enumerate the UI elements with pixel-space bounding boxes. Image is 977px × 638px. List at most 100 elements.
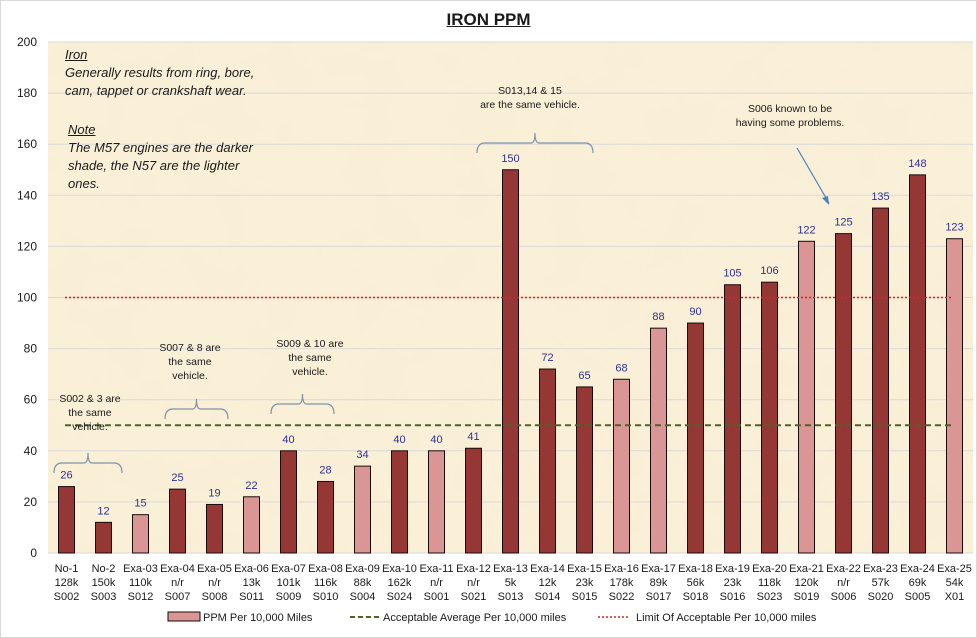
y-tick-label: 40 — [24, 444, 38, 458]
annotation-line: the same — [288, 352, 332, 364]
x-tick-miles: 110k — [129, 577, 153, 589]
x-tick-miles: 101k — [277, 577, 301, 589]
x-tick-label: Exa-08 — [308, 563, 343, 575]
x-tick-label: Exa-04 — [160, 563, 195, 575]
annotation-line: S009 & 10 are — [276, 338, 344, 350]
data-label: 65 — [578, 370, 590, 382]
x-tick-label: Exa-15 — [567, 563, 602, 575]
annotation-line: are the same vehicle. — [480, 99, 580, 111]
x-tick-miles: 128k — [55, 577, 79, 589]
engine-note-line: ones. — [68, 176, 100, 191]
x-tick-label: Exa-12 — [456, 563, 491, 575]
legend-label-average: Acceptable Average Per 10,000 miles — [383, 612, 567, 624]
x-tick-miles: 89k — [650, 577, 668, 589]
chart-title: IRON PPM — [0, 10, 977, 30]
x-tick-miles: n/r — [430, 577, 443, 589]
x-tick-sample: S015 — [572, 591, 598, 603]
bracket-s007 — [164, 398, 229, 420]
x-tick-label: Exa-25 — [937, 563, 972, 575]
x-tick-sample: S021 — [461, 591, 487, 603]
engine-note-line: shade, the N57 are the lighter — [68, 158, 240, 173]
data-label: 122 — [797, 224, 815, 236]
x-tick-label: Exa-11 — [419, 563, 453, 575]
legend-label-bars: PPM Per 10,000 Miles — [203, 612, 313, 624]
x-tick-label: Exa-21 — [789, 563, 824, 575]
x-tick-label: Exa-07 — [271, 563, 306, 575]
annotation-line: S006 known to be — [747, 103, 833, 115]
y-tick-label: 60 — [24, 393, 38, 407]
x-tick-label: Exa-10 — [382, 563, 417, 575]
annotation-line: S007 & 8 are — [159, 342, 221, 354]
engine-note-line: The M57 engines are the darker — [68, 140, 253, 155]
engine-note-heading: Note — [68, 122, 96, 137]
x-tick-miles: 5k — [505, 577, 517, 589]
y-tick-label: 120 — [17, 239, 37, 253]
bar — [243, 496, 260, 554]
bar — [872, 207, 889, 554]
bar — [169, 488, 186, 554]
x-tick-miles: 23k — [724, 577, 742, 589]
x-tick-miles: n/r — [208, 577, 221, 589]
x-tick-sample: X01 — [945, 591, 965, 603]
data-label: 12 — [97, 505, 109, 517]
annotation-line: the same — [168, 356, 212, 368]
x-tick-miles: 56k — [687, 577, 705, 589]
y-tick-label: 80 — [24, 342, 38, 356]
arrow-head-icon — [822, 196, 829, 205]
bar — [724, 284, 741, 554]
x-tick-miles: 116k — [314, 577, 338, 589]
annotation-s007: S007 & 8 are the same vehicle. — [130, 341, 250, 383]
data-label: 15 — [134, 498, 146, 510]
x-tick-sample: S024 — [387, 591, 413, 603]
annotation-s009: S009 & 10 are the same vehicle. — [250, 337, 370, 379]
x-tick-label: Exa-17 — [641, 563, 676, 575]
annotation-line: vehicle. — [172, 370, 208, 382]
x-tick-miles: 150k — [92, 577, 116, 589]
annotation-line: vehicle. — [292, 366, 328, 378]
annotation-s002: S002 & 3 are the same vehicle. — [20, 392, 160, 434]
x-tick-sample: S002 — [54, 591, 80, 603]
bar — [206, 503, 223, 554]
x-tick-sample: S011 — [239, 591, 264, 603]
x-tick-sample: S023 — [757, 591, 783, 603]
bar — [280, 450, 297, 554]
x-tick-label: Exa-22 — [826, 563, 861, 575]
y-tick-label: 20 — [24, 495, 38, 509]
x-tick-sample: S004 — [350, 591, 376, 603]
y-tick-label: 100 — [17, 291, 37, 305]
x-tick-miles: 120k — [795, 577, 819, 589]
iron-note-line: Generally results from ring, bore, — [65, 65, 255, 80]
bar — [650, 327, 667, 554]
x-tick-sample: S010 — [313, 591, 339, 603]
bracket-s009 — [270, 393, 335, 415]
x-tick-sample: S017 — [646, 591, 672, 603]
data-label: 88 — [652, 311, 664, 323]
x-tick-miles: n/r — [171, 577, 184, 589]
annotation-line: the same — [68, 407, 112, 419]
bar — [761, 281, 778, 554]
bracket-s013 — [476, 132, 594, 154]
chart-title-text: IRON PPM — [446, 10, 531, 29]
legend-swatch-bars — [167, 611, 201, 622]
bar — [428, 450, 445, 554]
x-tick-label: No-2 — [92, 563, 116, 575]
y-tick-label: 200 — [17, 35, 37, 49]
x-tick-sample: S016 — [720, 591, 746, 603]
x-tick-label: Exa-19 — [715, 563, 750, 575]
data-label: 28 — [319, 464, 331, 476]
x-tick-label: Exa-24 — [900, 563, 935, 575]
iron-note-heading: Iron — [65, 47, 88, 62]
x-tick-label: Exa-23 — [863, 563, 898, 575]
bar — [613, 378, 630, 554]
x-tick-sample: S007 — [165, 591, 191, 603]
bar — [132, 514, 149, 554]
bracket-s002 — [53, 452, 123, 474]
y-tick-label: 140 — [17, 188, 37, 202]
x-tick-sample: S005 — [905, 591, 931, 603]
annotation-s013: S013,14 & 15 are the same vehicle. — [450, 84, 610, 112]
x-tick-miles: 118k — [758, 577, 782, 589]
x-tick-label: No-1 — [55, 563, 79, 575]
bar — [687, 322, 704, 554]
x-tick-label: Exa-05 — [197, 563, 232, 575]
